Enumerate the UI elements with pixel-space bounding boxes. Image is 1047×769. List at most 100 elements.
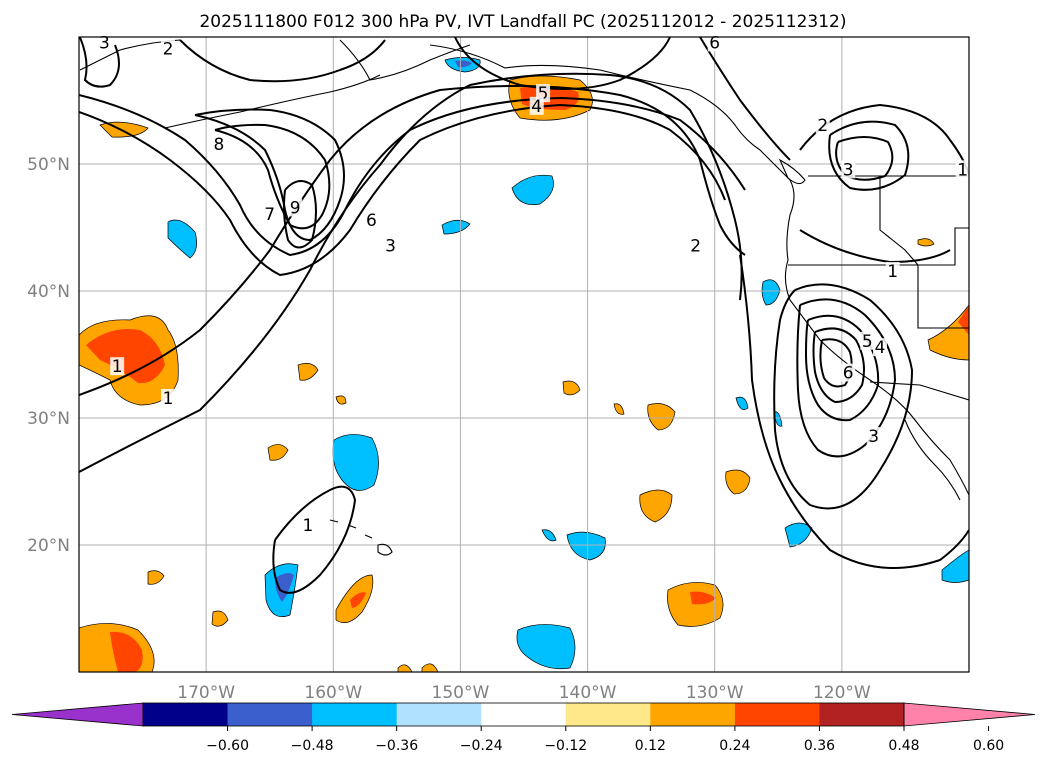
shade-blob — [541, 529, 557, 542]
lon-tick-label: 150°W — [432, 683, 490, 703]
colorbar-segment — [734, 703, 820, 726]
shade-blob — [267, 444, 289, 461]
contour-label: 3 — [843, 160, 854, 180]
shade-blob — [332, 434, 379, 491]
contour-label: 1 — [302, 516, 313, 536]
colorbar-tick-label: −0.12 — [544, 738, 587, 754]
lon-tick-label: 170°W — [177, 683, 235, 703]
contour-label: 2 — [690, 237, 701, 257]
longitude-labels: 170°W 160°W 150°W 140°W 130°W 120°W — [177, 683, 871, 703]
shade-blob — [397, 664, 413, 672]
contour-line — [79, 72, 743, 473]
us-mexico-border — [869, 381, 969, 401]
colorbar-tick-label: 0.24 — [719, 738, 750, 754]
contour-line — [272, 485, 357, 594]
shade-blob — [613, 403, 625, 415]
colorbar-segment — [481, 703, 567, 726]
latitude-labels: 20°N 30°N 40°N 50°N — [27, 155, 70, 556]
shade-blob — [917, 238, 935, 247]
contour-line — [819, 338, 853, 388]
lat-tick-label: 20°N — [27, 536, 70, 556]
shade-blob — [335, 395, 347, 405]
contour-label-bg — [955, 160, 970, 179]
coastlines — [79, 39, 969, 556]
lat-tick-label: 30°N — [27, 409, 70, 429]
contour-label-bg — [288, 198, 303, 217]
contour-label: 4 — [875, 338, 886, 358]
shade-blob — [941, 549, 969, 583]
contour-line — [804, 314, 880, 422]
shade-blob — [566, 531, 606, 561]
shade-blob — [297, 363, 319, 381]
shade-blob — [784, 522, 813, 548]
contour-line — [79, 37, 120, 88]
shade-blob — [725, 469, 751, 495]
us-state-border — [917, 265, 969, 329]
shade-blob — [735, 396, 749, 410]
shade-blob — [562, 380, 581, 396]
contour-line — [739, 254, 969, 569]
contour-label-bg — [383, 236, 398, 255]
colorbar-segment — [565, 703, 651, 726]
hawaii-islands — [329, 519, 393, 556]
colorbar-tick-label: −0.24 — [460, 738, 503, 754]
contour-label: 5 — [538, 84, 549, 104]
contour-line — [699, 37, 791, 161]
contour-label: 2 — [163, 40, 174, 60]
map-frame — [78, 36, 970, 673]
colorbar-tick-label: 0.36 — [804, 738, 835, 754]
contour-label: 1 — [163, 389, 174, 409]
contour-label-bg — [110, 357, 125, 376]
contour-label-bg — [529, 96, 544, 115]
colorbar-segment — [312, 703, 398, 726]
lon-tick-label: 130°W — [686, 683, 744, 703]
contour-line — [799, 103, 969, 176]
alaska-coast — [339, 39, 471, 81]
contour-label: 5 — [862, 332, 873, 352]
shade-blob — [639, 489, 673, 523]
contour-label: 8 — [213, 135, 224, 155]
aleutian-islands — [164, 74, 381, 129]
contour-label: 4 — [531, 97, 542, 117]
contour-label-bg — [97, 33, 112, 52]
contour-label-bg — [300, 515, 315, 534]
contour-label-bg — [841, 363, 856, 382]
map-gridlines — [79, 37, 969, 672]
contour-label: 6 — [843, 364, 854, 384]
shade-blob — [350, 592, 366, 608]
north-america-coast — [429, 44, 969, 496]
contour-label-bg — [364, 211, 379, 230]
colorbar-segment — [396, 703, 482, 726]
shade-blob — [647, 403, 676, 431]
contour-line — [214, 123, 331, 230]
contour-label: 9 — [290, 198, 301, 218]
shade-blob — [455, 60, 472, 68]
shade-blob — [211, 610, 229, 627]
contour-label-bg — [815, 115, 830, 134]
contour-label: 1 — [887, 262, 898, 282]
shade-blob — [511, 174, 554, 205]
colorbar-tick-label: −0.36 — [375, 738, 418, 754]
contour-line — [828, 120, 910, 191]
contour-line — [283, 180, 317, 249]
colorbar-segment — [143, 703, 229, 726]
contour-line — [796, 298, 897, 458]
contour-label: 3 — [868, 427, 879, 447]
shade-blob — [667, 582, 724, 627]
contour-label-bg — [885, 261, 900, 280]
shade-blob — [761, 279, 781, 306]
shade-blob — [690, 591, 716, 605]
shade-blob — [110, 631, 143, 672]
contour-label-bg — [841, 160, 856, 179]
contour-label: 3 — [385, 237, 396, 257]
colorbar-tick-label: 0.48 — [888, 738, 919, 754]
colorbar-tick-label: 0.60 — [973, 738, 1004, 754]
contour-label: 7 — [264, 205, 275, 225]
contour-label-bg — [211, 134, 226, 153]
contour-line — [79, 94, 746, 257]
colorbar: −0.60 −0.48 −0.36 −0.24 −0.12 0.12 0.24 0.36 0.4… — [11, 702, 1036, 754]
lat-tick-label: 50°N — [27, 155, 70, 175]
